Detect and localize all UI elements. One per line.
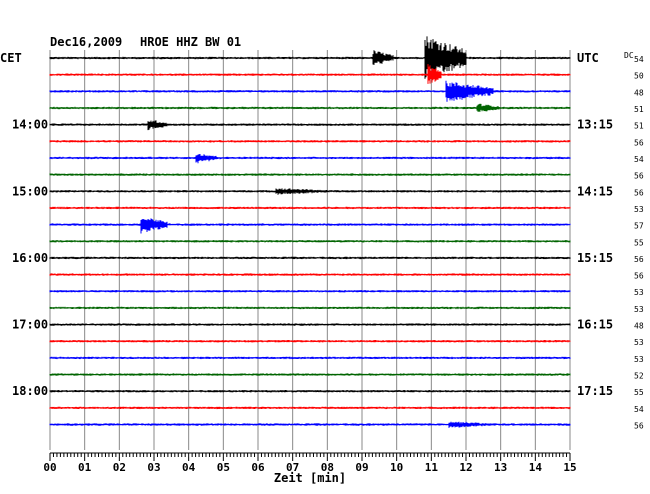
trace-row-11: [49, 240, 571, 243]
x-tick-label: 11: [425, 461, 439, 474]
x-tick-label: 05: [217, 461, 230, 474]
cet-time-label: 15:00: [12, 184, 48, 198]
dc-value: 53: [634, 288, 644, 297]
utc-time-label: 13:15: [577, 118, 613, 132]
trace-row-20: [49, 390, 571, 393]
x-tick-label: 02: [113, 461, 126, 474]
x-tick-label: 03: [147, 461, 160, 474]
dc-value: 54: [634, 55, 644, 64]
dc-value: 53: [634, 205, 644, 214]
cet-time-labels: 14:00 15:00 16:00 17:00 18:00: [12, 118, 48, 399]
chart-date: Dec16,2009: [50, 35, 122, 49]
trace-row-18: [49, 356, 571, 360]
trace-row-14: [49, 290, 571, 293]
x-tick-label: 04: [182, 461, 196, 474]
x-tick-label: 12: [459, 461, 472, 474]
dc-value: 53: [634, 355, 644, 364]
station-code: HROE HHZ BW 01: [140, 35, 241, 49]
cet-time-label: 16:00: [12, 251, 48, 265]
trace-row-13: [49, 273, 571, 276]
trace-row-17: [49, 340, 571, 343]
x-axis-label: Zeit [min]: [274, 471, 346, 485]
trace-row-1: [49, 64, 571, 84]
trace-row-0: [49, 36, 571, 79]
trace-row-4: [49, 120, 571, 131]
dc-value: 55: [634, 388, 644, 397]
trace-row-16: [49, 323, 571, 326]
x-tick-label: 13: [494, 461, 507, 474]
trace-row-7: [49, 173, 571, 176]
dc-value: 56: [634, 422, 644, 431]
dc-value: 53: [634, 305, 644, 314]
dc-value: 56: [634, 172, 644, 181]
dc-value: 55: [634, 238, 644, 247]
utc-time-labels: UTC 13:15 14:15 15:15 16:15 17:15: [577, 51, 613, 398]
utc-label: UTC: [577, 51, 599, 65]
trace-row-9: [49, 206, 571, 210]
cet-time-label: 14:00: [12, 118, 48, 132]
dc-label: DC: [624, 51, 634, 60]
dc-value: 48: [634, 322, 644, 331]
dc-value: 54: [634, 155, 644, 164]
dc-value: 48: [634, 88, 644, 97]
trace-row-22: [49, 421, 571, 428]
x-tick-label: 15: [563, 461, 576, 474]
trace-row-12: [49, 256, 571, 260]
trace-row-21: [49, 406, 571, 410]
utc-time-label: 16:15: [577, 318, 613, 332]
x-tick-label: 14: [529, 461, 543, 474]
trace-row-19: [49, 373, 571, 376]
cet-time-label: 18:00: [12, 384, 48, 398]
dc-value: 54: [634, 405, 644, 414]
dc-value: 52: [634, 372, 644, 381]
trace-row-2: [49, 80, 571, 102]
x-tick-label: 08: [321, 461, 334, 474]
seismogram-traces: [49, 36, 571, 428]
x-tick-label: 01: [78, 461, 92, 474]
x-tick-label: 00: [43, 461, 56, 474]
dc-value: 51: [634, 122, 644, 131]
utc-time-label: 14:15: [577, 184, 613, 198]
dc-value: 53: [634, 338, 644, 347]
dc-value: 56: [634, 272, 644, 281]
cet-label: CET: [0, 51, 22, 65]
cet-time-label: 17:00: [12, 318, 48, 332]
dc-value: 51: [634, 105, 644, 114]
minute-grid: [49, 50, 571, 450]
dc-value: 56: [634, 188, 644, 197]
dc-value: 56: [634, 255, 644, 264]
trace-row-10: [49, 218, 571, 234]
utc-time-label: 15:15: [577, 251, 613, 265]
dc-value: 56: [634, 138, 644, 147]
trace-row-8: [49, 188, 571, 195]
x-tick-label: 06: [251, 461, 265, 474]
time-axis: 00 01 02 03 04 05 06 07 08 09 10 11 12 13 14 15: [43, 452, 577, 474]
x-tick-label: 07: [286, 461, 299, 474]
trace-row-6: [49, 154, 571, 164]
dc-offset-labels: 54 50 48 51 51 56 54 56 56 53 57 55 56 56 53 53 48 53 53 52…: [634, 55, 644, 431]
dc-value: 57: [634, 222, 644, 231]
utc-time-label: 17:15: [577, 384, 613, 398]
dc-value: 50: [634, 72, 644, 81]
trace-row-3: [49, 103, 571, 112]
x-tick-label: 09: [355, 461, 368, 474]
x-tick-label: 10: [390, 461, 403, 474]
trace-row-5: [49, 140, 571, 143]
trace-row-15: [49, 306, 571, 310]
